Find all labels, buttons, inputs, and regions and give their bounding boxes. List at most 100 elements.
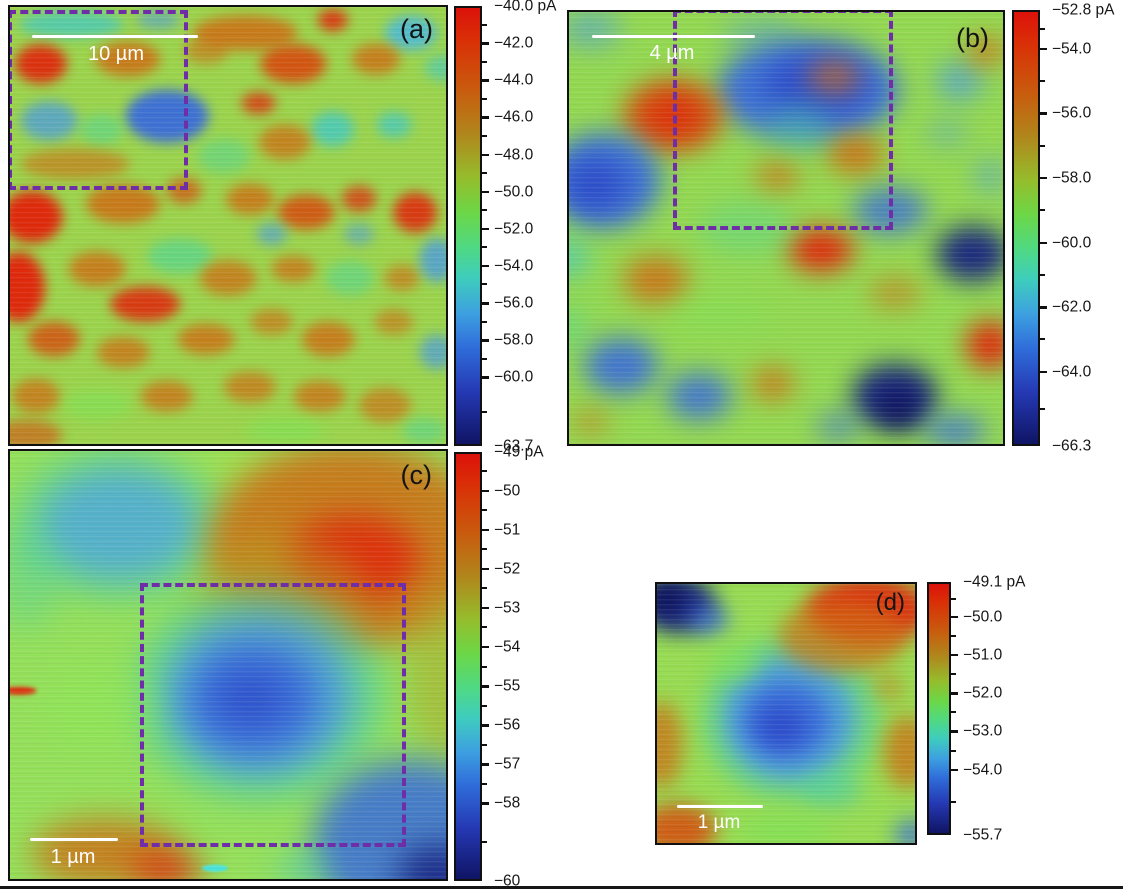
heatmap-blob: [95, 41, 161, 77]
colorbar-tick-mark: [951, 801, 956, 804]
colorbar-tick-mark: [1040, 338, 1045, 341]
heatmap-blob: [271, 256, 316, 283]
heatmap-blob: [275, 855, 329, 879]
heatmap-blob: [384, 264, 420, 292]
colorbar-tick-label: −50.0: [494, 182, 534, 200]
zoom-region-box-a: [10, 10, 188, 190]
colorbar-c: −49 pA −50 −51 −52 −53 −54 −55 −56 −57 −58 −60: [454, 444, 559, 888]
heatmap-blob: [569, 305, 587, 349]
colorbar-tick-mark: [1040, 306, 1047, 309]
heatmap-blob: [326, 260, 375, 296]
heatmap-blob: [666, 372, 732, 421]
heatmap-blob: [935, 225, 1003, 282]
colorbar-tick-label: −66.3: [1052, 437, 1092, 455]
heatmap-blob: [807, 59, 860, 95]
heatmap-blob: [569, 238, 589, 278]
panel-c: 1 µm (c): [8, 449, 448, 881]
heatmap-blob: [225, 183, 274, 215]
heatmap-blob: [877, 392, 921, 427]
heatmap-blob: [10, 419, 63, 444]
colorbar-tick-mark: [482, 626, 487, 629]
heatmap-blob: [245, 417, 324, 444]
colorbar-tick-mark: [482, 320, 487, 323]
colorbar-tick-mark: [482, 227, 489, 231]
colorbar-tick-label: −58.0: [494, 331, 534, 349]
scale-bar-line-a: [32, 35, 198, 38]
heatmap-blob: [10, 251, 45, 322]
heatmap-blob: [573, 409, 609, 436]
heatmap-blob: [20, 100, 78, 141]
colorbar-tick-mark: [482, 172, 487, 175]
colorbar-tick-mark: [482, 509, 487, 512]
colorbar-tick-mark: [482, 665, 487, 668]
colorbar-tick-mark: [1040, 176, 1047, 180]
colorbar-tick-label: −40.0 pA: [494, 0, 557, 15]
heatmap-blob: [258, 124, 311, 160]
scale-bar-label-b: 4 µm: [649, 42, 695, 64]
scale-bar-line-d: [677, 805, 763, 808]
heatmap-blob: [358, 387, 412, 423]
heatmap-blob: [125, 90, 209, 143]
colorbar-tick-label: −64.0: [1052, 362, 1092, 380]
colorbar-a: −40.0 pA −42.0 −44.0 −46.0 −48.0 −50.0 −52.0 −5…: [454, 0, 559, 453]
colorbar-tick-mark: [1040, 112, 1047, 115]
colorbar-tick-mark: [482, 153, 489, 157]
heatmap-blob: [766, 104, 832, 153]
colorbar-tick-label: −53: [494, 599, 521, 617]
colorbar-tick-label: −63.7: [494, 437, 534, 455]
heatmap-blob: [214, 671, 285, 728]
current-map-c-image: [10, 451, 446, 879]
colorbar-tick-mark: [482, 264, 489, 268]
heatmap-blob: [343, 223, 375, 246]
heatmap-blob: [86, 183, 161, 224]
heatmap-blob: [44, 665, 150, 751]
colorbar-tick-mark: [1040, 209, 1045, 212]
colorbar-tick-mark: [482, 587, 487, 590]
colorbar-tick-label: −57: [494, 755, 521, 773]
heatmap-blob: [751, 366, 795, 401]
heatmap-blob: [201, 864, 228, 872]
colorbar-a-gradient: [454, 6, 482, 446]
colorbar-tick-mark: [482, 246, 487, 249]
colorbar-tick-label: −55.7: [963, 826, 1003, 844]
colorbar-tick-mark: [482, 410, 487, 413]
heatmap-blob: [184, 37, 228, 64]
heatmap-blob: [293, 380, 346, 412]
panel-d: 1 µm (d): [655, 582, 917, 845]
heatmap-blob: [778, 599, 908, 673]
colorbar-tick-mark: [1040, 144, 1045, 147]
scale-bar-line-c: [30, 838, 118, 841]
colorbar-tick-mark: [1040, 80, 1045, 83]
heatmap-blob: [79, 114, 124, 145]
heatmap-blob: [241, 92, 276, 115]
colorbar-tick-label: −55: [494, 677, 521, 695]
colorbar-tick-mark: [482, 79, 489, 82]
heatmap-blob: [223, 371, 276, 403]
heatmap-blob: [278, 194, 335, 230]
heatmap-blob: [801, 773, 864, 810]
colorbar-tick-mark: [482, 376, 489, 379]
heatmap-blob: [10, 190, 63, 243]
colorbar-tick-mark: [482, 548, 487, 551]
heatmap-blob: [177, 323, 235, 355]
colorbar-tick-label: −51.0: [963, 646, 1003, 664]
panel-label-c: (c): [400, 460, 432, 490]
colorbar-tick-mark: [482, 802, 489, 805]
heatmap-blob: [623, 256, 689, 304]
heatmap-blob: [924, 413, 986, 444]
scale-bar-label-d: 1 µm: [697, 812, 741, 833]
heatmap-blob: [302, 321, 355, 357]
colorbar-tick-mark: [1040, 241, 1047, 245]
heatmap-blob: [197, 138, 250, 174]
panel-label-a: (a): [400, 14, 433, 44]
colorbar-tick-mark: [951, 768, 958, 772]
colorbar-tick-mark: [482, 357, 487, 360]
colorbar-d-gradient: [927, 582, 951, 835]
colorbar-tick-label: −53.0: [963, 722, 1003, 740]
heatmap-blob: [260, 44, 327, 84]
colorbar-tick-label: −54.0: [494, 257, 534, 275]
colorbar-tick-mark: [482, 97, 487, 100]
colorbar-tick-label: −54.0: [1052, 40, 1092, 57]
colorbar-tick-label: −56: [494, 716, 521, 734]
